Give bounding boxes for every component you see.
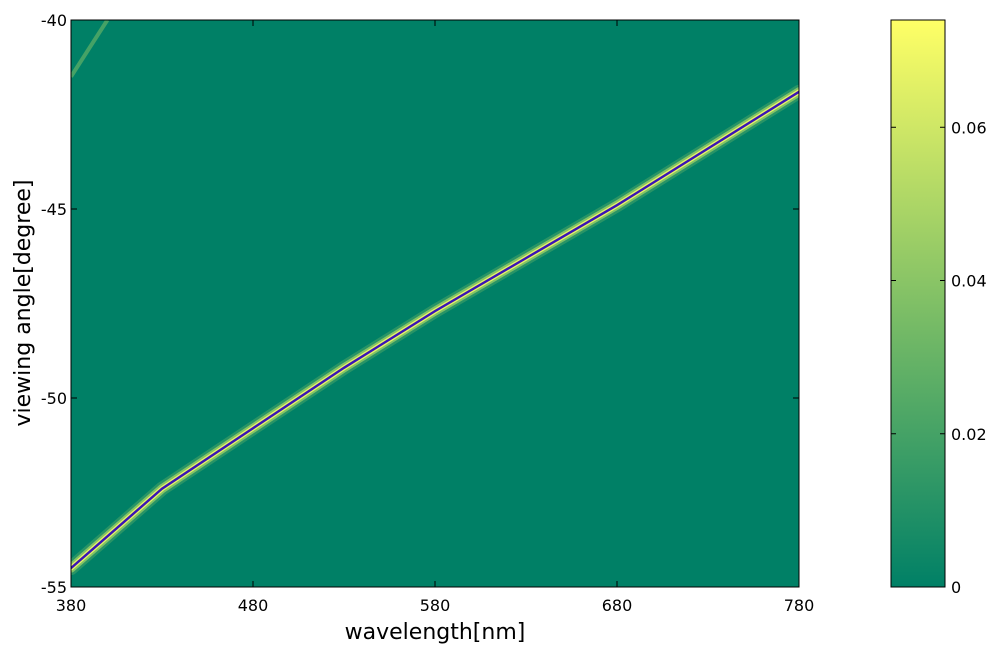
x-tick-label: 680 <box>602 596 633 615</box>
y-tick-label: -40 <box>41 11 67 30</box>
x-tick-label: 380 <box>56 596 87 615</box>
secondary-ridge <box>71 20 110 78</box>
y-tick-label: -50 <box>41 389 67 408</box>
x-tick-label: 580 <box>420 596 451 615</box>
colorbar-tick-label: 0.02 <box>951 425 987 444</box>
y-axis: -40 -45 -50 -55 <box>41 11 799 597</box>
colorbar-axis: 0 0.02 0.04 0.06 <box>891 118 987 597</box>
y-axis-title: viewing angle[degree] <box>11 180 36 427</box>
x-axis-title: wavelength[nm] <box>345 620 526 645</box>
x-tick-label: 780 <box>784 596 815 615</box>
colorbar-tick-label: 0.04 <box>951 272 987 291</box>
colorbar <box>890 19 946 588</box>
y-tick-label: -45 <box>41 200 67 219</box>
colorbar-tick-label: 0 <box>951 578 961 597</box>
heatmap-layer <box>71 20 799 576</box>
colorbar-tick-label: 0.06 <box>951 118 987 137</box>
ridge-center-line <box>71 90 799 570</box>
x-axis: 380 480 580 680 780 <box>56 20 815 615</box>
x-tick-label: 480 <box>238 596 269 615</box>
y-tick-label: -55 <box>41 578 67 597</box>
